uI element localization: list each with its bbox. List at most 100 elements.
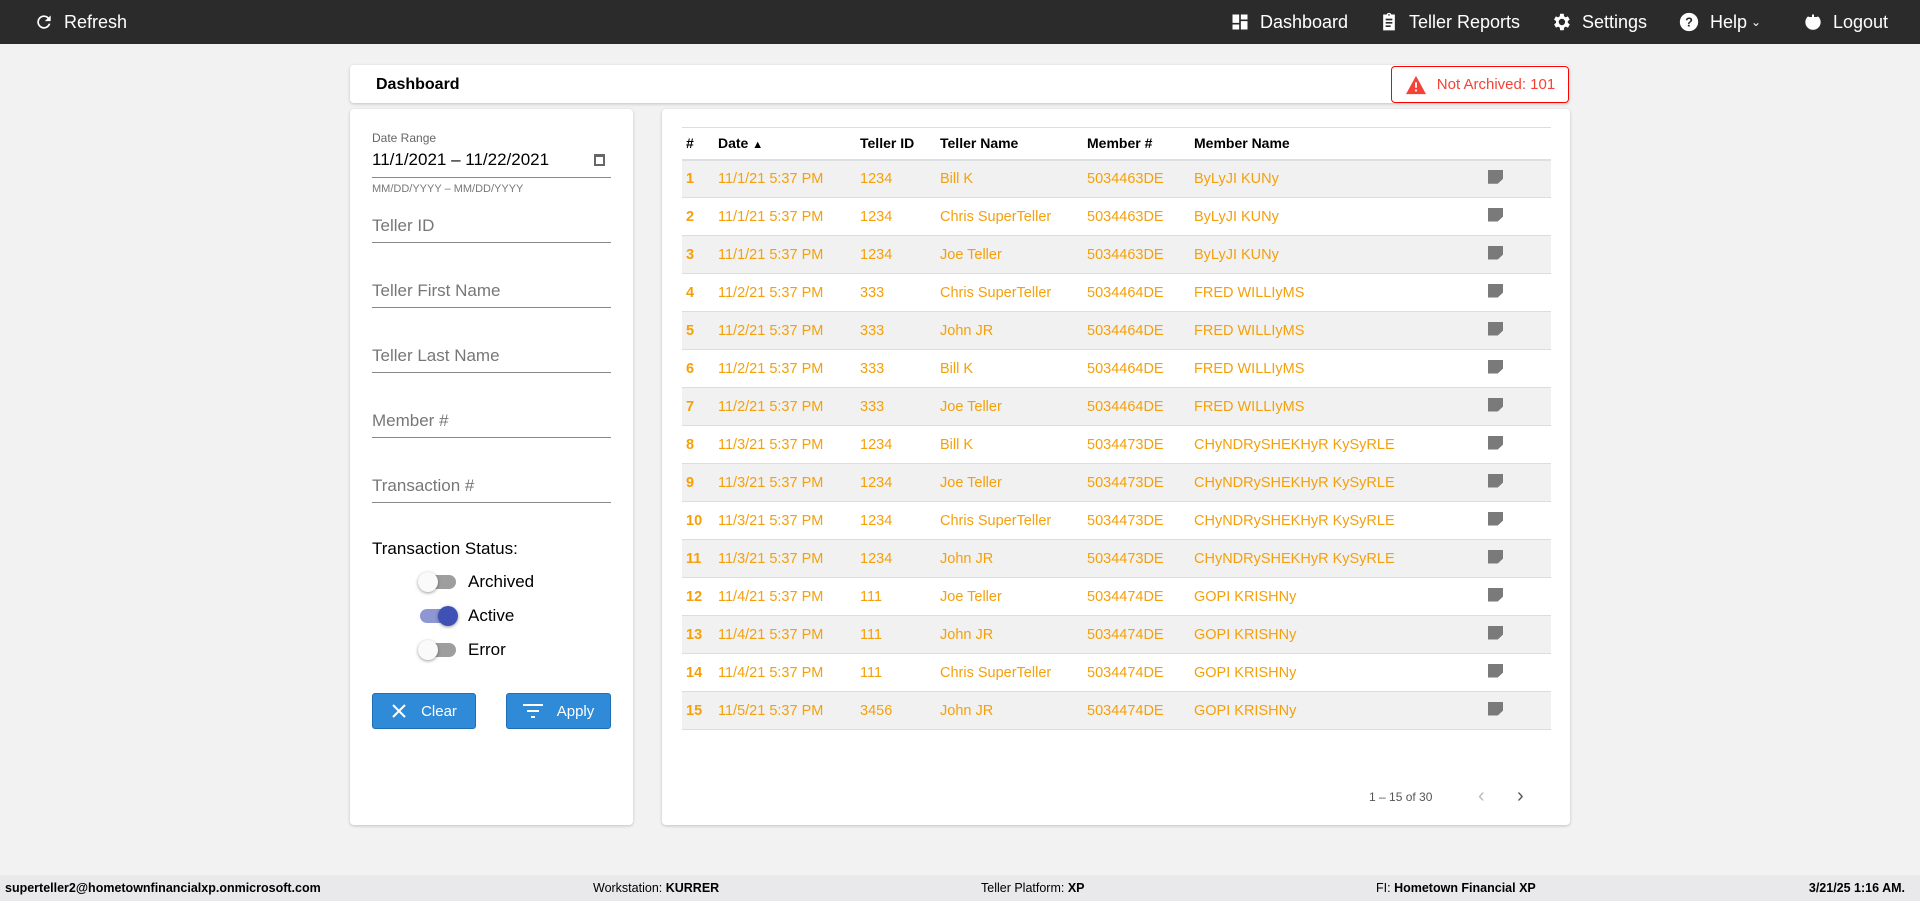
workstation: Workstation: KURRER <box>593 881 719 895</box>
member-number-input[interactable]: Member # <box>372 411 611 438</box>
table-row[interactable]: 14 11/4/21 5:37 PM 111 Chris SuperTeller 503… <box>682 653 1551 692</box>
nav-help-label: Help <box>1710 11 1748 32</box>
nav-settings[interactable]: Settings <box>1550 0 1647 44</box>
row-date: 11/2/21 5:37 PM <box>714 387 856 426</box>
col-date[interactable]: Date ▲ <box>714 127 856 161</box>
table-row[interactable]: 10 11/3/21 5:37 PM 1234 Chris SuperTeller 50… <box>682 501 1551 540</box>
transaction-number-input[interactable]: Transaction # <box>372 476 611 503</box>
note-icon[interactable] <box>1488 587 1503 602</box>
row-date: 11/4/21 5:37 PM <box>714 653 856 692</box>
teller-first-name-input[interactable]: Teller First Name <box>372 281 611 308</box>
row-teller-id: 3456 <box>856 691 936 730</box>
row-teller-id: 111 <box>856 577 936 616</box>
calendar-icon[interactable] <box>594 154 605 166</box>
note-icon[interactable] <box>1488 283 1503 298</box>
row-number: 1 <box>682 159 714 198</box>
row-member-name: FRED WILLIyMS <box>1190 349 1484 388</box>
prev-page-button[interactable]: ‹ <box>1478 785 1485 807</box>
note-icon[interactable] <box>1488 207 1503 222</box>
table-row[interactable]: 7 11/2/21 5:37 PM 333 Joe Teller 5034464DE FR… <box>682 387 1551 426</box>
table-row[interactable]: 3 11/1/21 5:37 PM 1234 Joe Teller 5034463DE B… <box>682 235 1551 274</box>
table-row[interactable]: 11 11/3/21 5:37 PM 1234 John JR 5034473DE CHy… <box>682 539 1551 578</box>
fi-label: FI: <box>1376 881 1395 895</box>
toggle-active[interactable]: Active <box>420 606 514 626</box>
status-bar: superteller2@hometownfinancialxp.onmicro… <box>0 875 1920 901</box>
table-row[interactable]: 13 11/4/21 5:37 PM 111 John JR 5034474DE GOPI… <box>682 615 1551 654</box>
transactions-table: # Date ▲ Teller ID Teller Name Member # … <box>682 127 1551 730</box>
row-member-number: 5034473DE <box>1083 501 1190 540</box>
row-member-name: CHyNDRySHEKHyR KySyRLE <box>1190 463 1484 502</box>
row-member-name: GOPI KRISHNy <box>1190 577 1484 616</box>
row-actions <box>1484 159 1551 198</box>
date-format-hint: MM/DD/YYYY – MM/DD/YYYY <box>372 183 524 195</box>
table-row[interactable]: 12 11/4/21 5:37 PM 111 Joe Teller 5034474DE G… <box>682 577 1551 616</box>
row-number: 4 <box>682 273 714 312</box>
apply-label: Apply <box>556 702 595 720</box>
nav-settings-label: Settings <box>1582 11 1648 32</box>
row-actions <box>1484 197 1551 236</box>
table-row[interactable]: 9 11/3/21 5:37 PM 1234 Joe Teller 5034473DE C… <box>682 463 1551 502</box>
teller-last-name-input[interactable]: Teller Last Name <box>372 346 611 373</box>
apply-button[interactable]: Apply <box>506 693 611 729</box>
row-teller-id: 333 <box>856 387 936 426</box>
nav-dashboard-label: Dashboard <box>1260 11 1349 32</box>
note-icon[interactable] <box>1488 169 1503 184</box>
note-icon[interactable] <box>1488 321 1503 336</box>
table-row[interactable]: 4 11/2/21 5:37 PM 333 Chris SuperTeller 5034… <box>682 273 1551 312</box>
table-row[interactable]: 8 11/3/21 5:37 PM 1234 Bill K 5034473DE CHyND… <box>682 425 1551 464</box>
nav-teller-reports[interactable]: Teller Reports <box>1379 0 1520 44</box>
date-range-value: 11/1/2021 – 11/22/2021 <box>372 150 550 169</box>
row-date: 11/2/21 5:37 PM <box>714 311 856 350</box>
row-number: 7 <box>682 387 714 426</box>
nav-logout-label: Logout <box>1833 11 1889 32</box>
gear-icon <box>1554 13 1570 31</box>
date-range-input[interactable]: 11/1/2021 – 11/22/2021 <box>372 150 611 178</box>
not-archived-label: Not Archived: 101 <box>1436 76 1556 93</box>
row-number: 15 <box>682 691 714 730</box>
table-row[interactable]: 6 11/2/21 5:37 PM 333 Bill K 5034464DE FRED W… <box>682 349 1551 388</box>
clear-button[interactable]: Clear <box>372 693 476 729</box>
toggle-error[interactable]: Error <box>418 640 506 660</box>
note-icon[interactable] <box>1488 397 1503 412</box>
row-actions <box>1484 615 1551 654</box>
row-number: 12 <box>682 577 714 616</box>
nav-help[interactable]: ? Help ⌄ <box>1678 0 1761 44</box>
row-actions <box>1484 691 1551 730</box>
not-archived-badge[interactable]: Not Archived: 101 <box>1391 66 1569 103</box>
next-page-button[interactable]: › <box>1517 785 1524 807</box>
note-icon[interactable] <box>1488 245 1503 260</box>
row-member-name: CHyNDRySHEKHyR KySyRLE <box>1190 425 1484 464</box>
note-icon[interactable] <box>1488 549 1503 564</box>
table-row[interactable]: 15 11/5/21 5:37 PM 3456 John JR 5034474DE GOP… <box>682 691 1551 730</box>
row-date: 11/2/21 5:37 PM <box>714 349 856 388</box>
col-teller-id: Teller ID <box>856 127 936 161</box>
row-number: 2 <box>682 197 714 236</box>
row-teller-id: 333 <box>856 349 936 388</box>
row-teller-id: 1234 <box>856 159 936 198</box>
table-header: # Date ▲ Teller ID Teller Name Member # … <box>682 127 1551 161</box>
nav-logout[interactable]: Logout <box>1803 0 1888 44</box>
row-actions <box>1484 425 1551 464</box>
row-member-number: 5034473DE <box>1083 463 1190 502</box>
note-icon[interactable] <box>1488 625 1503 640</box>
note-icon[interactable] <box>1488 473 1503 488</box>
note-icon[interactable] <box>1488 359 1503 374</box>
col-member-name: Member Name <box>1190 127 1484 161</box>
note-icon[interactable] <box>1488 663 1503 678</box>
row-member-name: GOPI KRISHNy <box>1190 653 1484 692</box>
table-row[interactable]: 5 11/2/21 5:37 PM 333 John JR 5034464DE FRED … <box>682 311 1551 350</box>
row-date: 11/3/21 5:37 PM <box>714 425 856 464</box>
toggle-error-label: Error <box>468 640 506 659</box>
table-row[interactable]: 2 11/1/21 5:37 PM 1234 Chris SuperTeller 503… <box>682 197 1551 236</box>
note-icon[interactable] <box>1488 511 1503 526</box>
toggle-archived[interactable]: Archived <box>418 572 534 592</box>
teller-id-input[interactable]: Teller ID <box>372 216 611 243</box>
nav-dashboard[interactable]: Dashboard <box>1230 0 1348 44</box>
note-icon[interactable] <box>1488 701 1503 716</box>
row-member-name: GOPI KRISHNy <box>1190 615 1484 654</box>
row-teller-name: Bill K <box>936 159 1083 198</box>
refresh-button[interactable]: Refresh <box>34 0 127 44</box>
note-icon[interactable] <box>1488 435 1503 450</box>
dashboard-icon <box>1232 14 1248 30</box>
table-row[interactable]: 1 11/1/21 5:37 PM 1234 Bill K 5034463DE ByLyJ… <box>682 159 1551 198</box>
